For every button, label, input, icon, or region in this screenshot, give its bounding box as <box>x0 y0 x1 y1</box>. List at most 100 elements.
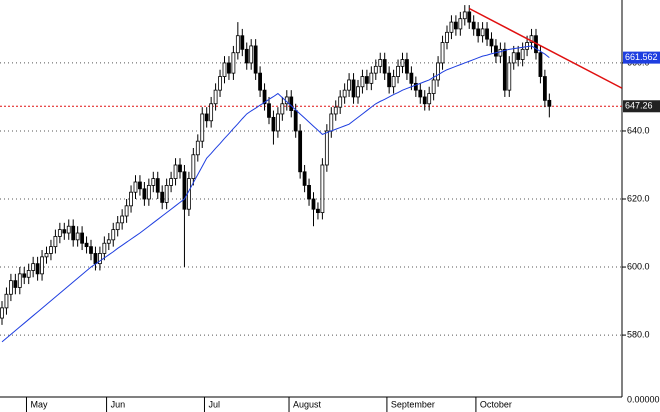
candle-body <box>502 48 507 91</box>
candle-body <box>405 59 409 74</box>
candle-body <box>267 103 271 118</box>
candle-body <box>115 222 120 231</box>
candle-body <box>235 35 240 54</box>
candle-body <box>35 263 40 275</box>
candle-body <box>164 185 169 203</box>
candle-body <box>57 229 62 237</box>
candle-body <box>293 110 298 132</box>
candle-body <box>97 253 102 265</box>
candle-body <box>351 79 356 98</box>
candle-body <box>516 52 521 60</box>
candle-body <box>302 171 307 186</box>
candle-body <box>529 35 534 43</box>
candle-body <box>84 242 89 248</box>
candle-body <box>200 113 205 142</box>
candle-body <box>280 103 285 115</box>
candle-body <box>391 76 396 88</box>
candle-body <box>155 178 160 193</box>
y-tick-label: 620.0 <box>627 193 650 203</box>
candle-body <box>249 45 254 64</box>
candle-body <box>387 72 392 88</box>
candle-body <box>218 76 222 91</box>
candle-body <box>75 232 80 241</box>
candle-body <box>356 86 360 98</box>
candle-body <box>209 103 214 122</box>
candle-body <box>231 52 236 74</box>
candle-body <box>436 62 440 81</box>
candles <box>0 5 552 325</box>
candle-body <box>467 11 472 23</box>
candle-body <box>17 273 22 288</box>
candle-body <box>138 181 142 190</box>
candle-body <box>253 45 258 74</box>
x-tick-label: September <box>391 399 435 409</box>
candle-body <box>396 65 400 77</box>
candle-body <box>494 45 498 57</box>
ma-value-box <box>623 51 660 64</box>
candle-body <box>316 208 320 214</box>
candle-body <box>422 96 427 105</box>
candle-body <box>471 21 476 30</box>
candle-body <box>169 178 173 186</box>
candle-body <box>329 113 334 132</box>
candle-body <box>102 242 107 254</box>
moving-average <box>1 45 550 343</box>
candle-body <box>0 307 4 319</box>
candle-body <box>26 270 31 278</box>
candle-body <box>427 93 432 105</box>
candle-body <box>453 21 458 30</box>
candle-body <box>93 253 98 265</box>
candle-body <box>364 76 369 84</box>
candle-body <box>106 239 111 244</box>
candle-body <box>338 96 343 108</box>
candle-body <box>195 140 200 156</box>
candle-body <box>186 178 191 210</box>
candle-body <box>369 72 374 84</box>
candle-body <box>445 31 449 43</box>
candle-body <box>62 229 67 234</box>
candle-body <box>480 28 485 37</box>
candle-body <box>44 253 49 258</box>
candle-body <box>133 181 138 193</box>
last-price-label: 647.26 <box>625 101 653 111</box>
candle-body <box>347 79 351 91</box>
candle-body <box>124 205 129 217</box>
x-tick-label: Jul <box>208 399 220 409</box>
candle-body <box>4 293 9 309</box>
candle-body <box>129 191 133 207</box>
candle-body <box>89 246 93 254</box>
candle-body <box>40 256 44 275</box>
candle-body <box>311 198 316 210</box>
candle-body <box>66 225 71 234</box>
candle-body <box>409 72 414 84</box>
candle-body <box>178 164 182 173</box>
candle-body <box>222 62 227 77</box>
y-tick-label: 600.0 <box>627 261 650 271</box>
candle-body <box>191 154 196 179</box>
candle-body <box>262 89 267 105</box>
candle-body <box>71 225 76 241</box>
candle-body <box>275 113 280 132</box>
candle-body <box>400 59 405 67</box>
candle-body <box>289 96 294 111</box>
candle-body <box>227 62 231 74</box>
candle-body <box>538 52 543 77</box>
ma-value-label: 661.562 <box>625 52 658 62</box>
candle-body <box>547 99 552 107</box>
candle-body <box>498 48 503 57</box>
candle-body <box>271 116 276 132</box>
candle-body <box>360 76 365 88</box>
candle-body <box>413 82 418 91</box>
candle-body <box>373 65 378 74</box>
x-tick-label: Jun <box>111 399 126 409</box>
last-price-box <box>623 100 660 113</box>
y-tick-label: 580.0 <box>627 329 650 339</box>
candle-body <box>22 273 27 278</box>
candle-body <box>511 52 516 64</box>
candle-body <box>244 48 249 64</box>
candle-body <box>213 89 218 105</box>
candle-body <box>458 18 463 30</box>
candle-body <box>449 21 454 33</box>
